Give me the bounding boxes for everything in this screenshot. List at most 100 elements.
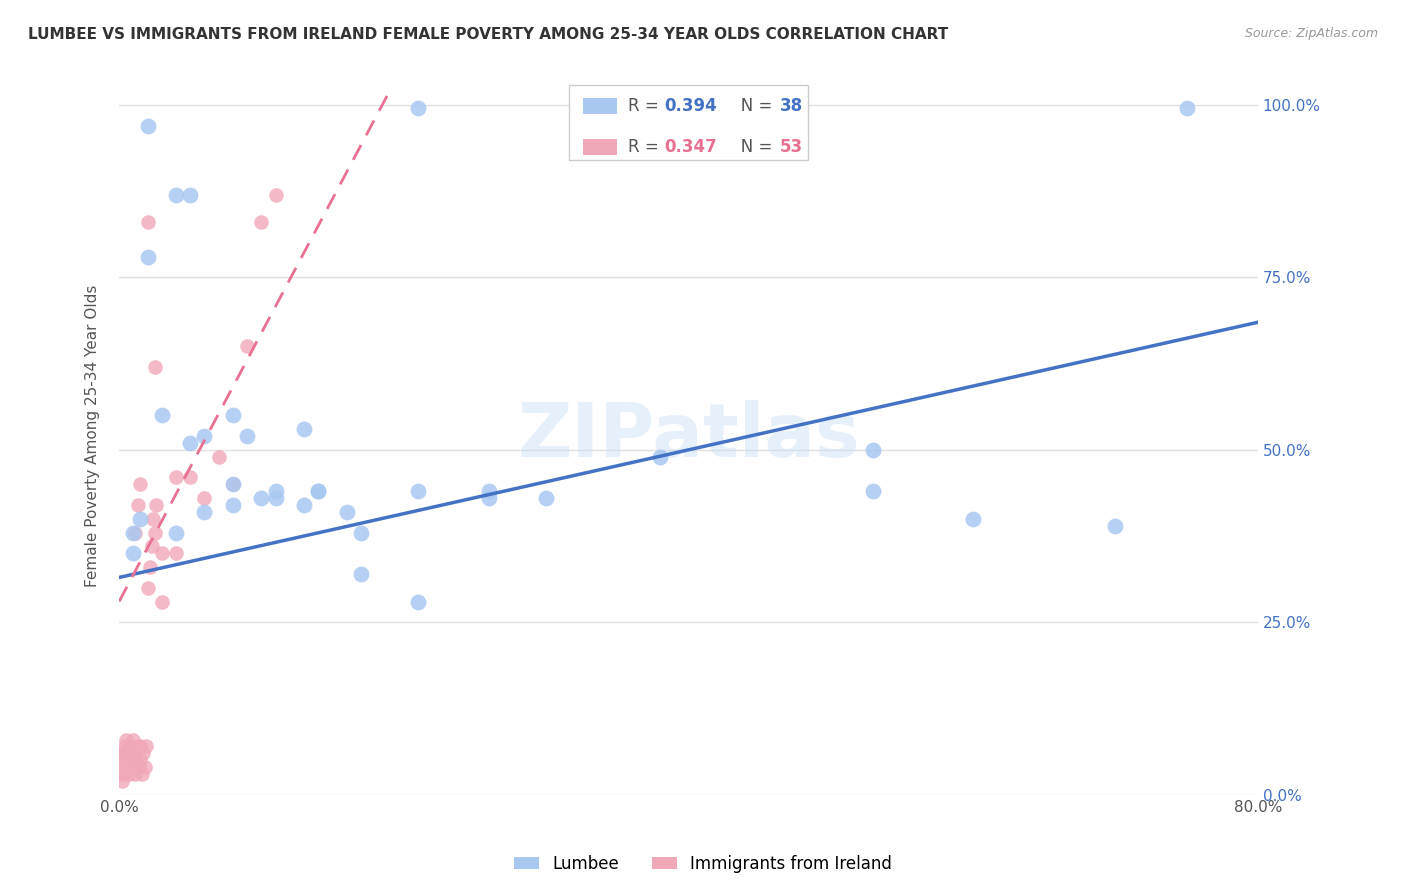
Point (179, 470, 201, 484)
Point (222, 498, 245, 512)
Legend: Lumbee, Immigrants from Ireland: Lumbee, Immigrants from Ireland (508, 848, 898, 880)
Point (145, 498, 167, 512)
Point (142, 512, 165, 526)
Point (179, 436, 201, 450)
Point (193, 429, 215, 443)
Point (120, 760, 142, 774)
Point (136, 215, 159, 229)
Point (136, 119, 159, 133)
Point (117, 747, 139, 761)
Point (236, 429, 259, 443)
Point (406, 594, 429, 608)
Text: Source: ZipAtlas.com: Source: ZipAtlas.com (1244, 27, 1378, 40)
Point (208, 450, 231, 464)
Point (124, 767, 146, 781)
Point (862, 484, 884, 499)
Point (193, 505, 215, 519)
Point (118, 753, 141, 767)
Point (862, 442, 884, 457)
Point (336, 505, 359, 519)
Text: ZIPatlas: ZIPatlas (517, 400, 859, 473)
Point (222, 409, 245, 423)
Point (131, 767, 153, 781)
Point (150, 546, 173, 560)
Point (129, 739, 152, 754)
Point (350, 525, 373, 540)
Point (250, 215, 273, 229)
Bar (582, 139, 617, 155)
Point (264, 484, 287, 499)
Point (125, 753, 148, 767)
Text: 0.347: 0.347 (665, 138, 717, 156)
Point (292, 422, 315, 436)
Point (648, 450, 671, 464)
Point (110, 747, 132, 761)
Point (150, 594, 173, 608)
Point (111, 773, 134, 788)
Point (128, 760, 150, 774)
Point (307, 484, 329, 499)
Point (1104, 518, 1126, 533)
Text: 38: 38 (779, 97, 803, 115)
Text: LUMBEE VS IMMIGRANTS FROM IRELAND FEMALE POVERTY AMONG 25-34 YEAR OLDS CORRELATI: LUMBEE VS IMMIGRANTS FROM IRELAND FEMALE… (28, 27, 949, 42)
Point (143, 525, 166, 540)
Point (129, 512, 152, 526)
Bar (582, 98, 617, 114)
Point (122, 546, 145, 560)
Point (115, 753, 138, 767)
Point (165, 470, 187, 484)
Point (115, 732, 138, 747)
Point (165, 546, 187, 560)
Point (350, 567, 373, 582)
Point (179, 187, 201, 202)
Point (122, 732, 145, 747)
Point (110, 767, 132, 781)
Point (118, 767, 141, 781)
Point (292, 498, 315, 512)
Point (478, 484, 501, 499)
Point (406, 102, 429, 116)
Text: 53: 53 (779, 138, 803, 156)
Y-axis label: Female Poverty Among 25-34 Year Olds: Female Poverty Among 25-34 Year Olds (86, 285, 100, 587)
Point (124, 525, 146, 540)
Point (122, 760, 145, 774)
Point (139, 560, 162, 574)
Point (165, 525, 187, 540)
Point (478, 491, 501, 505)
Point (222, 477, 245, 491)
Point (111, 753, 134, 767)
Point (122, 525, 145, 540)
Point (236, 339, 259, 353)
Text: R =: R = (628, 97, 664, 115)
Point (135, 739, 157, 754)
Point (121, 747, 143, 761)
Point (141, 540, 163, 554)
Point (112, 747, 135, 761)
Point (534, 491, 557, 505)
Text: N =: N = (725, 97, 778, 115)
Point (114, 760, 136, 774)
Point (406, 484, 429, 499)
Point (124, 747, 146, 761)
Text: N =: N = (725, 138, 778, 156)
Point (136, 250, 159, 264)
Point (112, 767, 135, 781)
Point (114, 739, 136, 754)
Point (250, 491, 273, 505)
Point (134, 760, 156, 774)
Point (307, 484, 329, 499)
Point (127, 739, 149, 754)
Point (127, 498, 149, 512)
Point (120, 739, 142, 754)
Point (117, 760, 139, 774)
Point (136, 581, 159, 595)
Text: R =: R = (628, 138, 664, 156)
Point (264, 187, 287, 202)
Point (222, 477, 245, 491)
Text: 0.394: 0.394 (665, 97, 717, 115)
Point (165, 187, 187, 202)
Point (121, 753, 143, 767)
Point (193, 491, 215, 505)
Point (143, 360, 166, 375)
Point (1175, 102, 1198, 116)
